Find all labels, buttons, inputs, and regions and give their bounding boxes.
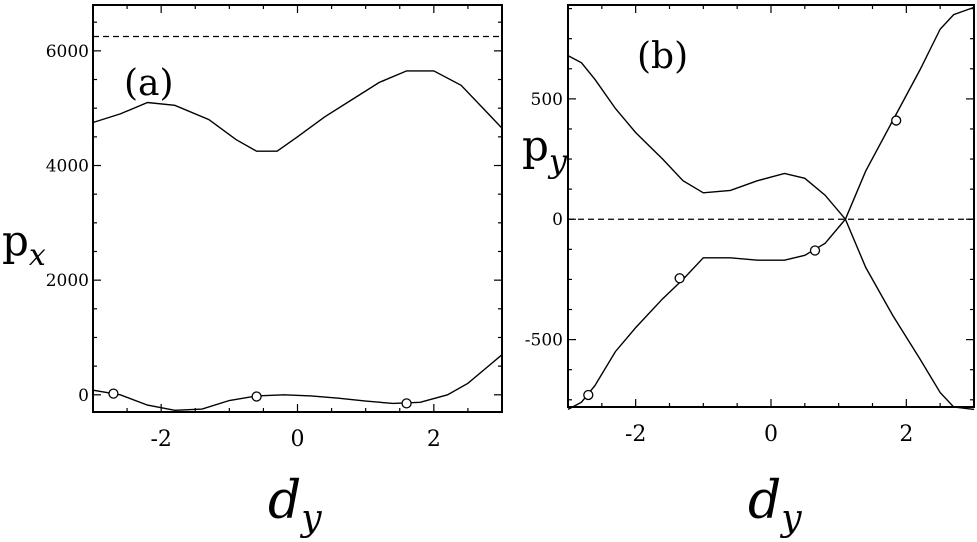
panel-b-label: (b): [637, 36, 688, 77]
panel-b-xlabel-sub: y: [779, 498, 802, 539]
panel-a-xtick-label: 2: [427, 427, 441, 452]
panel-a-xlabel: dy: [268, 471, 322, 539]
panel-b-marker-1: [583, 389, 594, 401]
panel-b-ytick-label: 0: [552, 210, 563, 230]
panel-a-marker-3: [401, 398, 412, 409]
panel-b-xtick-label: -2: [625, 422, 646, 447]
panel-a-ylabel: px: [2, 216, 46, 273]
panel-a-series-1: [92, 70, 503, 152]
panel-b-ylabel-sub: y: [547, 142, 568, 180]
panel-b-marker-3: [809, 245, 821, 256]
panel-b-xtick-label: 2: [899, 422, 913, 447]
panel-a-xlabel-sub: y: [299, 498, 322, 539]
panel-a-ytick-label: 6000: [46, 42, 89, 62]
panel-b-ylabel: py: [522, 121, 568, 180]
panel-a-ylabel-main: p: [2, 216, 29, 265]
panel-a-series-2: [92, 354, 503, 412]
panel-b-xlabel: dy: [748, 471, 802, 539]
panel-b-xlabel-main: d: [748, 471, 781, 531]
panel-b-series-2: [567, 6, 975, 411]
panel-a-marker-2: [251, 391, 262, 402]
panel-a-xtick-label: -2: [150, 427, 171, 452]
panel-b-xtick-label: 0: [764, 422, 778, 447]
panel-b-ytick-label: -500: [525, 331, 563, 351]
panel-a-ytick-label: 0: [78, 386, 89, 406]
panel-a-label: (a): [124, 63, 174, 104]
panel-a-xtick-label: 0: [291, 427, 305, 452]
panel-a-marker-1: [108, 388, 119, 399]
panel-b-ylabel-main: p: [522, 121, 549, 170]
panel-b-series-1: [567, 54, 975, 411]
panel-a-xlabel-main: d: [268, 471, 301, 531]
panel-b-ytick-label: 500: [531, 90, 563, 110]
panel-a: -2 0 2 0 2000 4000 6000 (a) px dy: [2, 4, 503, 539]
panel-b-marker-2: [674, 273, 685, 284]
panel-b-marker-4: [891, 115, 902, 126]
panel-a-ytick-label: 2000: [46, 271, 89, 291]
panel-a-ytick-label: 4000: [46, 157, 89, 177]
panel-a-ylabel-sub: x: [29, 238, 46, 273]
